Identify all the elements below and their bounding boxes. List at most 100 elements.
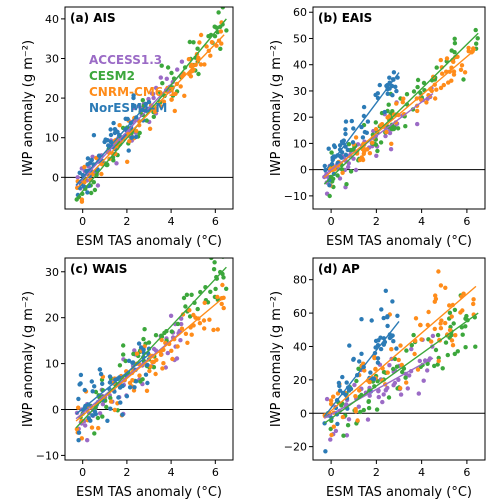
data-point-noresm1-m: [377, 82, 382, 88]
x-tick-label: 2: [373, 215, 380, 228]
data-point-noresm1-m: [395, 313, 400, 318]
data-point-cnrm-cm6-1: [198, 62, 204, 67]
data-point-cnrm-cm6-1: [134, 351, 140, 356]
x-tick-label: 4: [168, 215, 175, 228]
fit-line-cnrm-cm6-1: [323, 285, 477, 418]
y-tick-label: 0: [52, 171, 59, 184]
data-point-cnrm-cm6-1: [458, 67, 464, 73]
data-point-cnrm-cm6-1: [108, 399, 114, 404]
data-point-noresm1-m: [337, 153, 343, 159]
data-point-access1-3: [391, 383, 396, 388]
data-point-access1-3: [383, 133, 388, 139]
data-point-cesm2: [91, 180, 97, 185]
data-point-access1-3: [387, 130, 393, 136]
data-point-noresm1-m: [375, 91, 380, 96]
data-point-noresm1-m: [332, 144, 338, 150]
data-point-cnrm-cm6-1: [159, 337, 164, 343]
data-point-cnrm-cm6-1: [353, 135, 359, 140]
data-point-cesm2: [169, 70, 174, 76]
data-point-cnrm-cm6-1: [373, 127, 379, 132]
data-point-noresm1-m: [343, 127, 348, 132]
data-point-cnrm-cm6-1: [154, 357, 159, 363]
data-point-access1-3: [95, 183, 101, 188]
data-point-cesm2: [460, 332, 465, 337]
data-point-cnrm-cm6-1: [89, 425, 95, 430]
data-point-noresm1-m: [379, 307, 384, 312]
data-point-cnrm-cm6-1: [173, 91, 178, 97]
data-point-access1-3: [100, 402, 106, 407]
data-point-cesm2: [183, 304, 188, 309]
data-point-cesm2: [205, 300, 211, 305]
data-point-noresm1-m: [385, 91, 390, 97]
data-point-cnrm-cm6-1: [451, 69, 457, 74]
data-point-cnrm-cm6-1: [398, 386, 403, 391]
x-tick-label: 0: [328, 215, 335, 228]
data-point-cnrm-cm6-1: [446, 80, 451, 85]
data-point-cnrm-cm6-1: [466, 45, 471, 51]
data-point-cnrm-cm6-1: [441, 82, 446, 88]
data-point-cesm2: [189, 292, 194, 297]
data-point-cesm2: [108, 395, 113, 401]
fit-line-noresm1-m: [323, 72, 400, 173]
data-point-access1-3: [356, 404, 361, 409]
data-point-cesm2: [452, 41, 458, 46]
data-point-cnrm-cm6-1: [82, 164, 87, 170]
data-point-cnrm-cm6-1: [461, 291, 466, 296]
fit-line-cesm2: [75, 266, 227, 429]
data-point-noresm1-m: [350, 140, 356, 145]
fit-line-cnrm-cm6-1: [75, 34, 225, 190]
data-point-cnrm-cm6-1: [432, 326, 437, 332]
axes-frame: [64, 6, 234, 210]
data-point-cesm2: [463, 324, 468, 329]
data-point-cnrm-cm6-1: [218, 29, 224, 34]
data-point-access1-3: [97, 411, 103, 416]
data-point-access1-3: [153, 85, 159, 91]
data-point-cesm2: [74, 197, 79, 202]
data-point-cnrm-cm6-1: [450, 343, 456, 348]
data-point-cesm2: [187, 39, 192, 45]
data-point-cesm2: [220, 7, 225, 10]
data-point-noresm1-m: [351, 126, 356, 131]
data-point-noresm1-m: [357, 359, 362, 364]
data-point-cesm2: [212, 34, 218, 39]
data-point-noresm1-m: [382, 109, 387, 115]
y-tick-label: 40: [45, 13, 59, 26]
data-point-cesm2: [175, 321, 181, 327]
data-point-cesm2: [475, 36, 480, 41]
data-point-access1-3: [346, 161, 351, 166]
data-point-cesm2: [451, 321, 456, 326]
data-point-cesm2: [415, 77, 421, 83]
data-point-cnrm-cm6-1: [367, 379, 372, 385]
data-point-noresm1-m: [108, 139, 114, 145]
data-point-access1-3: [388, 147, 394, 152]
data-point-noresm1-m: [143, 372, 149, 377]
data-point-cesm2: [89, 190, 94, 196]
data-point-cesm2: [224, 28, 229, 33]
data-point-cnrm-cm6-1: [186, 57, 192, 62]
data-point-cnrm-cm6-1: [438, 321, 443, 326]
data-point-cnrm-cm6-1: [447, 327, 453, 333]
data-point-noresm1-m: [107, 380, 113, 385]
data-point-cesm2: [213, 286, 218, 292]
x-tick-label: 2: [123, 466, 130, 479]
data-point-cesm2: [404, 348, 409, 353]
data-point-noresm1-m: [393, 84, 398, 90]
data-point-cesm2: [394, 364, 400, 369]
data-point-noresm1-m: [385, 314, 390, 319]
data-point-noresm1-m: [335, 421, 340, 427]
data-point-access1-3: [385, 385, 390, 391]
data-point-cesm2: [463, 345, 468, 350]
data-point-noresm1-m: [327, 183, 332, 188]
data-point-cnrm-cm6-1: [440, 71, 445, 76]
data-point-noresm1-m: [141, 347, 146, 352]
data-point-cesm2: [400, 369, 405, 375]
data-point-cnrm-cm6-1: [394, 101, 399, 106]
data-point-cnrm-cm6-1: [466, 49, 471, 54]
data-point-noresm1-m: [112, 127, 118, 132]
data-point-noresm1-m: [90, 389, 95, 394]
data-point-cnrm-cm6-1: [391, 112, 397, 117]
data-point-access1-3: [324, 396, 330, 402]
data-point-noresm1-m: [327, 178, 332, 183]
y-tick-label: 30: [45, 52, 59, 65]
data-point-noresm1-m: [132, 103, 137, 108]
